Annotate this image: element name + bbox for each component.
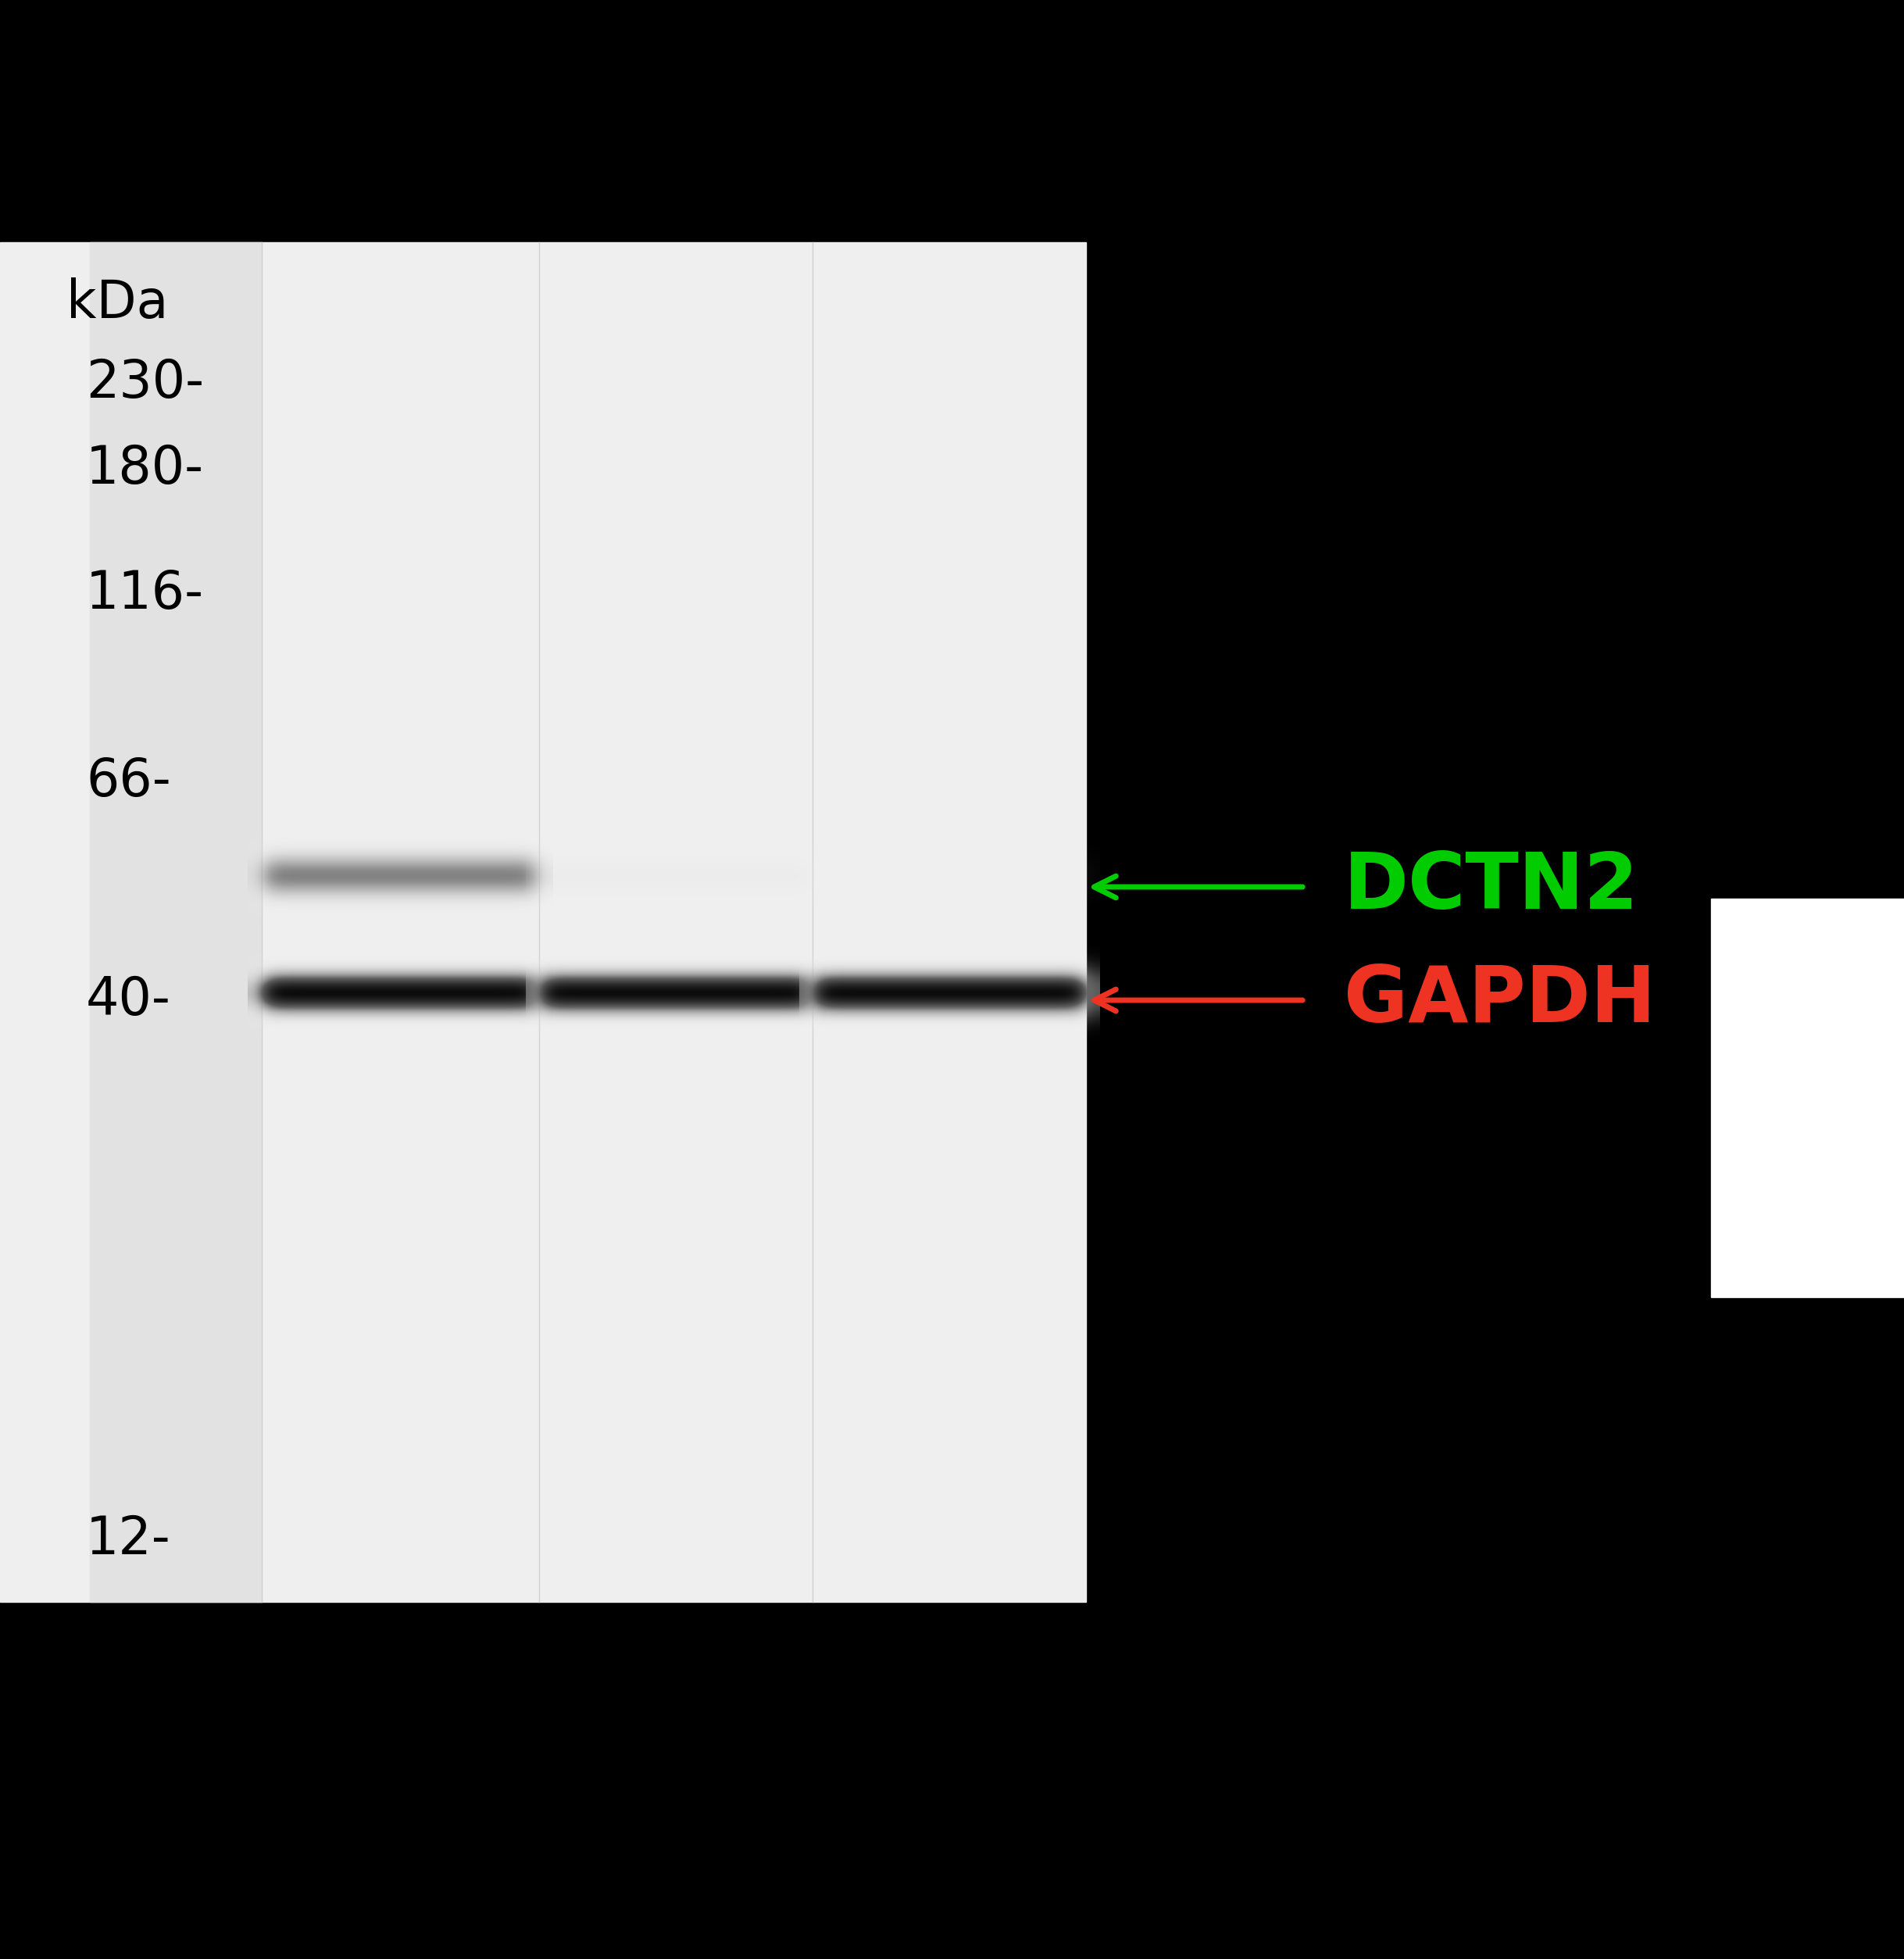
Text: 116-: 116- [86, 568, 204, 619]
Text: 230-: 230- [86, 357, 204, 409]
Text: 180-: 180- [86, 443, 204, 494]
Text: GAPDH: GAPDH [1344, 962, 1656, 1038]
Text: 40-: 40- [86, 974, 171, 1027]
Text: 12-: 12- [86, 1514, 171, 1565]
Bar [0, 243, 1085, 1602]
Bar [1712, 899, 1904, 1297]
Text: DCTN2: DCTN2 [1344, 848, 1639, 925]
Bar [89, 243, 261, 1602]
Text: 66-: 66- [86, 756, 171, 807]
Text: kDa: kDa [67, 278, 168, 329]
